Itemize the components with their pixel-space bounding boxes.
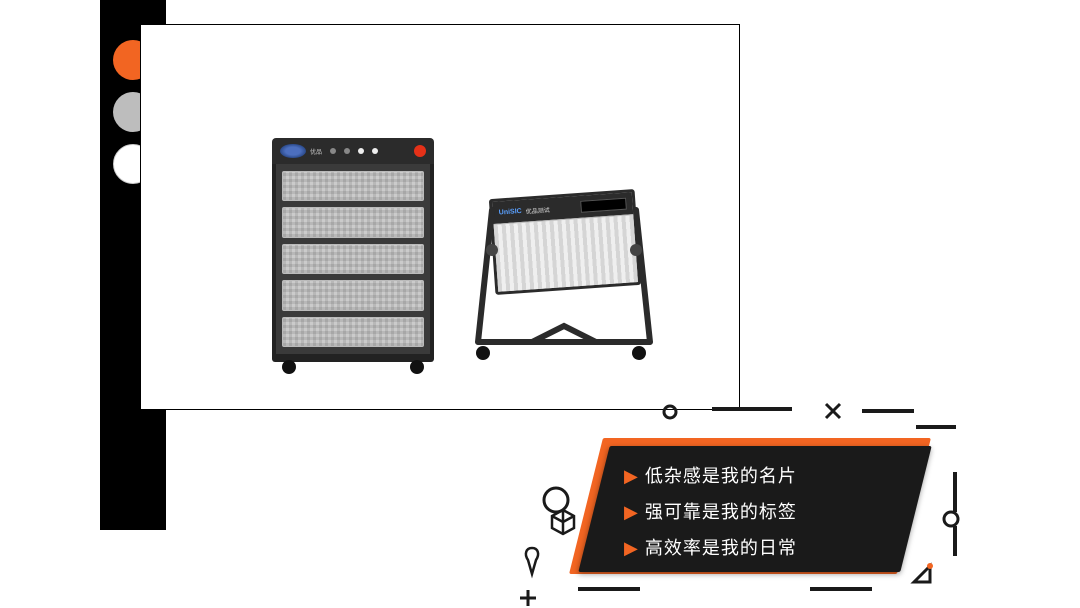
deco-plus-icon xyxy=(518,588,538,608)
deco-ring-icon xyxy=(942,510,960,528)
bullet-icon: ▶ xyxy=(624,502,639,522)
deco-dash-icon xyxy=(712,406,792,412)
callout-line: ▶ 强可靠是我的标签 xyxy=(624,494,924,530)
equipment-rack-cabinet: 优品 xyxy=(272,138,434,374)
indicator-icon xyxy=(358,148,364,154)
rack-slot xyxy=(282,207,424,237)
rack-slot xyxy=(282,244,424,274)
bullet-icon: ▶ xyxy=(624,466,639,486)
tiltbox-vent-front xyxy=(494,214,638,292)
caster-wheel-icon xyxy=(410,360,424,374)
estop-button-icon xyxy=(414,145,426,157)
deco-dash-icon xyxy=(952,526,958,556)
deco-dash-icon xyxy=(810,586,872,592)
cabinet-body xyxy=(272,164,434,354)
deco-dash-icon xyxy=(952,472,958,512)
caster-wheel-icon xyxy=(476,346,490,360)
indicator-icon xyxy=(344,148,350,154)
equipment-tilt-tester: UniSIC 优品测试 xyxy=(452,194,662,376)
tiltbox-body: UniSIC 优品测试 xyxy=(489,189,641,295)
callout-line-text: 强可靠是我的标签 xyxy=(645,502,797,522)
deco-ring-icon xyxy=(662,404,678,420)
rack-slot xyxy=(282,171,424,201)
callout-line: ▶ 低杂感是我的名片 xyxy=(624,458,924,494)
rack-slot xyxy=(282,317,424,347)
tiltbox-brand-cn: 优品测试 xyxy=(525,205,550,216)
caster-wheel-icon xyxy=(282,360,296,374)
deco-triangle-icon xyxy=(910,562,934,586)
cabinet-base xyxy=(272,354,434,362)
callout-line-text: 低杂感是我的名片 xyxy=(645,466,797,486)
caster-wheel-icon xyxy=(632,346,646,360)
deco-dash-icon xyxy=(578,586,640,592)
cabinet-brand-label: 优品 xyxy=(310,147,322,156)
deco-dash-icon xyxy=(916,424,956,430)
cabinet-top-panel: 优品 xyxy=(272,138,434,164)
bullet-icon: ▶ xyxy=(624,538,639,558)
callout-line: ▶ 高效率是我的日常 xyxy=(624,530,924,566)
cabinet-logo-icon xyxy=(280,144,306,158)
rack-slot xyxy=(282,280,424,310)
callout-text: ▶ 低杂感是我的名片 ▶ 强可靠是我的标签 ▶ 高效率是我的日常 xyxy=(624,458,924,566)
tiltbox-brand-label: UniSIC xyxy=(499,207,522,216)
deco-pin-icon xyxy=(520,546,544,576)
deco-dash-icon xyxy=(862,408,914,414)
indicator-icon xyxy=(372,148,378,154)
callout-line-text: 高效率是我的日常 xyxy=(645,538,797,558)
tiltbox-display-icon xyxy=(580,198,627,213)
deco-cube-icon xyxy=(548,508,578,538)
deco-x-icon xyxy=(824,402,842,420)
feature-callout: ▶ 低杂感是我的名片 ▶ 强可靠是我的标签 ▶ 高效率是我的日常 xyxy=(550,416,950,586)
indicator-icon xyxy=(330,148,336,154)
